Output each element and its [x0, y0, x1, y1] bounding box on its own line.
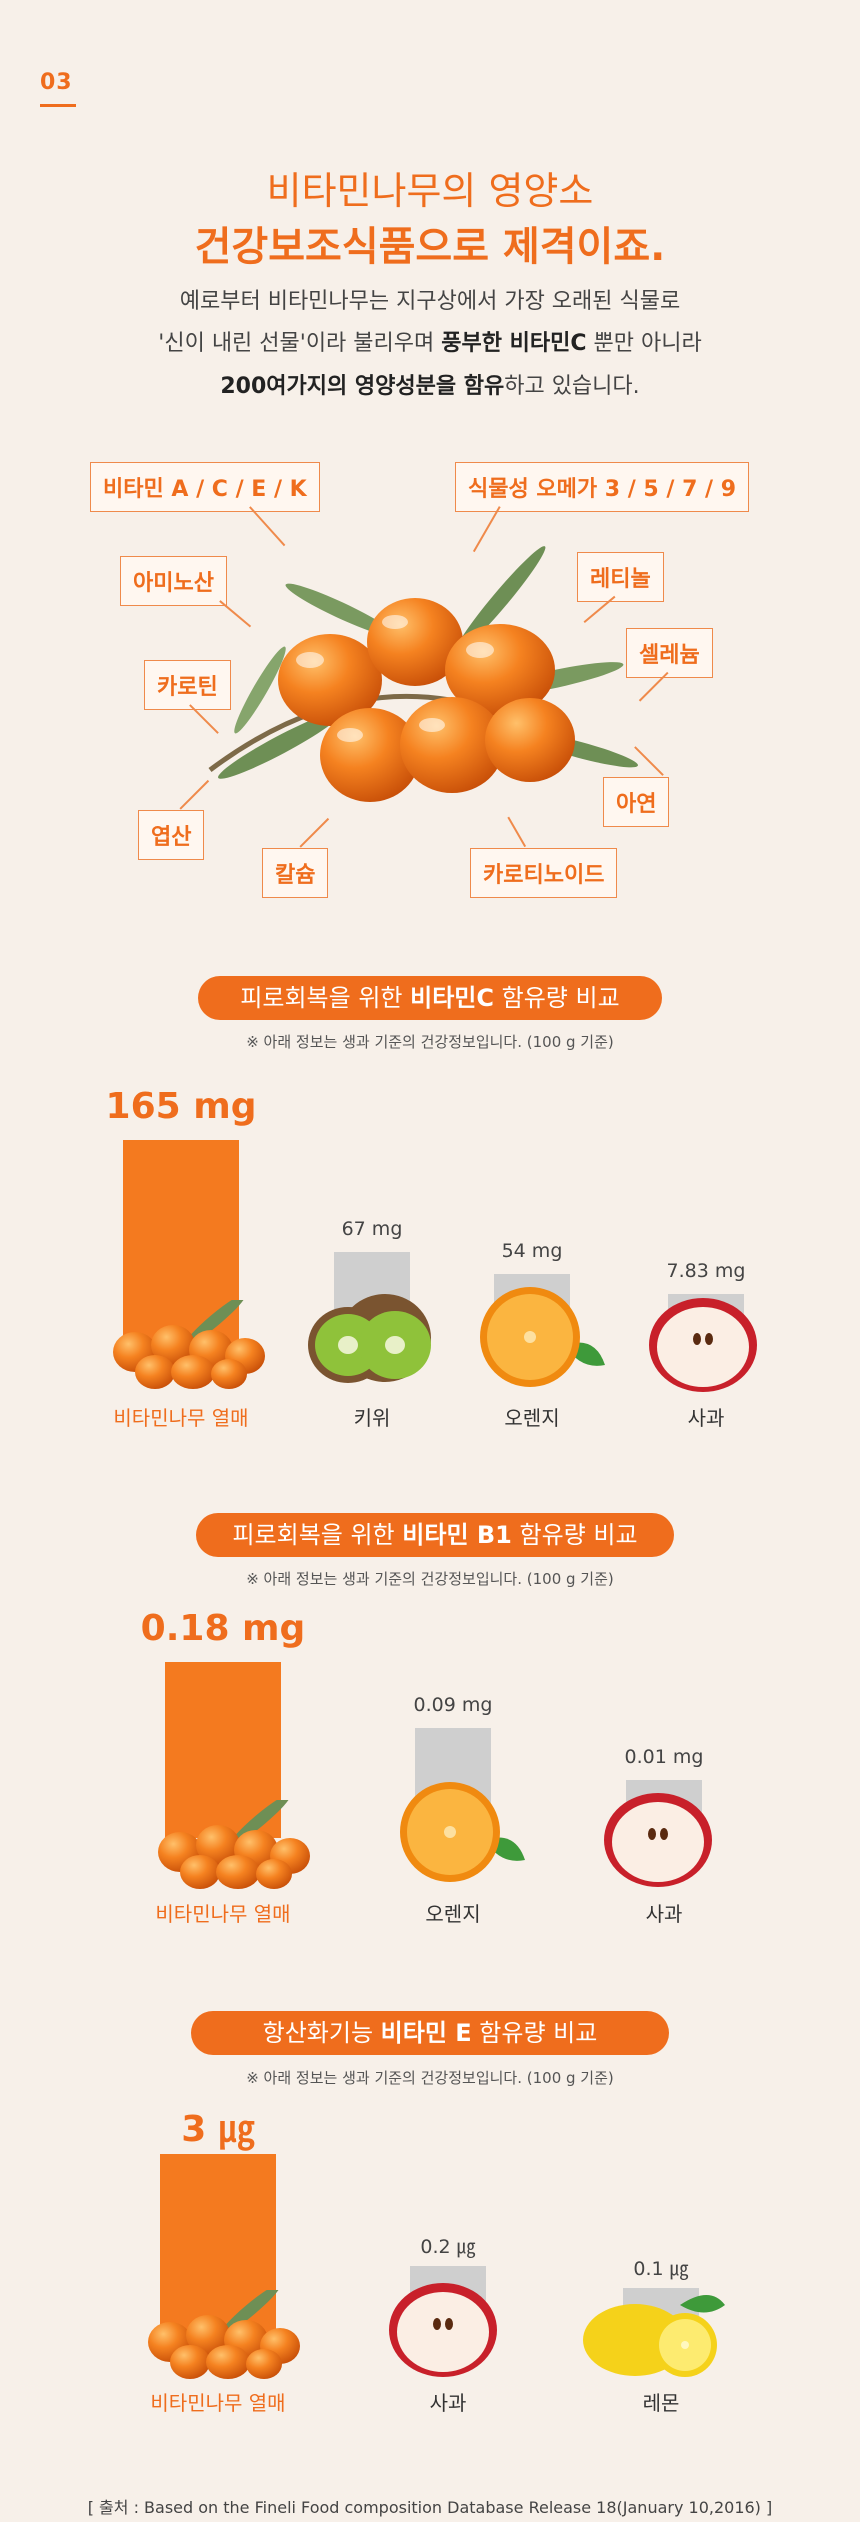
chart1-title-pre: 피로회복을 위한 — [240, 984, 411, 1012]
chart2-title: 피로회복을 위한 비타민 B1 함유량 비교 — [196, 1513, 674, 1557]
nutrient-tag-amino-acid: 아미노산 — [120, 556, 227, 606]
nutrient-tag-carotenoid: 카로티노이드 — [470, 848, 618, 898]
chart1-note: ※ 아래 정보는 생과 기준의 건강정보입니다. (100 g 기준) — [246, 1033, 614, 1051]
nutrient-tag-folic-acid: 엽산 — [138, 810, 205, 860]
chart3-title: 항산화기능 비타민 E 함유량 비교 — [191, 2011, 669, 2055]
chart3-title-bold: 비타민 E — [380, 2019, 472, 2047]
chart3-value-sea-buckthorn: 3 ㎍ — [181, 2109, 255, 2150]
chart1-category-sea-buckthorn: 비타민나무 열매 — [113, 1406, 249, 1430]
sea-buckthorn-berries-icon — [148, 2290, 300, 2379]
chart3-note: ※ 아래 정보는 생과 기준의 건강정보입니다. (100 g 기준) — [246, 2069, 614, 2087]
chart2-bar-sea-buckthorn — [165, 1662, 281, 1838]
chart2-value-apple: 0.01 mg — [624, 1746, 704, 1768]
chart2-note: ※ 아래 정보는 생과 기준의 건강정보입니다. (100 g 기준) — [246, 1570, 614, 1588]
chart2-category-orange: 오렌지 — [425, 1902, 481, 1926]
nutrient-tag-vitamins: 비타민 A / C / E / K — [90, 462, 320, 512]
nutrient-tag-selenium: 셀레늄 — [626, 628, 713, 678]
chart2-title-post: 함유량 비교 — [511, 1521, 638, 1549]
chart3-category-sea-buckthorn: 비타민나무 열매 — [150, 2391, 286, 2415]
apple-icon — [604, 1793, 712, 1887]
chart3-category-lemon: 레몬 — [642, 2391, 680, 2415]
chart1-title-bold: 비타민C — [410, 984, 494, 1012]
chart1-category-orange: 오렌지 — [504, 1406, 560, 1430]
chart1-value-sea-buckthorn: 165 mg — [105, 1086, 257, 1127]
apple-icon — [649, 1298, 757, 1392]
chart2-title-bold: 비타민 B1 — [402, 1521, 512, 1549]
nutrient-tag-omega: 식물성 오메가 3 / 5 / 7 / 9 — [455, 462, 750, 512]
chart1-title-post: 함유량 비교 — [494, 984, 620, 1012]
lead-line2-bold: 풍부한 비타민C — [441, 331, 587, 356]
lead-line1: 예로부터 비타민나무는 지구상에서 가장 오래된 식물로 — [179, 289, 681, 314]
lead-line3-post: 하고 있습니다. — [504, 374, 640, 399]
lead-line3-bold: 200여가지의 영양성분을 함유 — [220, 374, 505, 399]
source-footnote: [ 출처 : Based on the Fineli Food composit… — [87, 2498, 773, 2517]
sea-buckthorn-berries-icon — [158, 1800, 310, 1889]
nutrient-tag-carotene: 카로틴 — [144, 660, 231, 710]
nutrient-tag-calcium: 칼슘 — [262, 848, 329, 898]
chart2-title-pre: 피로회복을 위한 — [232, 1521, 403, 1549]
chart3-title-post: 함유량 비교 — [471, 2019, 598, 2047]
lead-line2-post: 뿐만 아니라 — [586, 331, 702, 356]
sea-buckthorn-berries-icon — [113, 1300, 265, 1389]
nutrient-tag-retinol: 레티놀 — [577, 552, 664, 602]
chart1-value-apple: 7.83 mg — [666, 1260, 746, 1282]
chart3-value-apple: 0.2 ㎍ — [420, 2236, 476, 2258]
section-number: 03 — [40, 70, 73, 95]
lead-line2-pre: '신이 내린 선물'이라 불리우며 — [158, 331, 442, 356]
chart1-category-apple: 사과 — [687, 1406, 725, 1430]
nutrient-tag-zinc: 아연 — [603, 777, 670, 827]
chart1-value-kiwi: 67 mg — [341, 1218, 403, 1240]
orange-icon — [480, 1287, 605, 1387]
apple-icon — [389, 2283, 497, 2377]
section-number-underline — [40, 104, 76, 107]
chart3-category-apple: 사과 — [429, 2391, 467, 2415]
lead-line2: '신이 내린 선물'이라 불리우며 풍부한 비타민C 뿐만 아니라 — [0, 325, 860, 357]
lead-line3: 200여가지의 영양성분을 함유하고 있습니다. — [0, 368, 860, 400]
chart1-category-kiwi: 키위 — [353, 1406, 391, 1430]
chart2-value-sea-buckthorn: 0.18 mg — [140, 1608, 306, 1649]
page-title-line1: 비타민나무의 영양소 — [266, 169, 594, 213]
sea-buckthorn-berries-icon — [208, 546, 638, 802]
chart2-category-apple: 사과 — [645, 1902, 683, 1926]
lemon-icon — [583, 2295, 725, 2377]
chart2-category-sea-buckthorn: 비타민나무 열매 — [155, 1902, 291, 1926]
kiwi-icon — [308, 1294, 431, 1383]
chart2-value-orange: 0.09 mg — [413, 1694, 493, 1716]
chart3-value-lemon: 0.1 ㎍ — [633, 2258, 689, 2280]
page-title-line2: 건강보조식품으로 제격이죠. — [194, 224, 666, 270]
chart3-title-pre: 항산화기능 — [262, 2019, 381, 2047]
chart1-title: 피로회복을 위한 비타민C 함유량 비교 — [198, 976, 662, 1020]
chart1-value-orange: 54 mg — [501, 1240, 563, 1262]
orange-icon — [400, 1782, 525, 1882]
